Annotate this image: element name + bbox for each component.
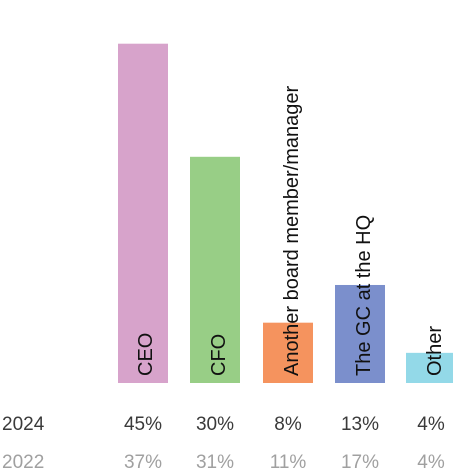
row-label-2022: 2022: [2, 452, 44, 473]
row-label-2024: 2024: [2, 414, 45, 435]
bar-3: [335, 284, 385, 383]
value-label-2024-3: 13%: [341, 414, 379, 435]
value-label-2024-4: 4%: [417, 414, 445, 435]
value-label-2022-3: 17%: [341, 452, 379, 473]
category-labels-group: CEO CFO Another board member/manager The GC…: [135, 86, 446, 376]
value-label-2022-0: 37%: [124, 452, 162, 473]
category-label-4: Other: [424, 326, 446, 376]
bar-1: [190, 156, 240, 383]
value-label-2022-2: 11%: [270, 452, 307, 473]
value-rows-group: 2024 45% 30% 8% 13% 4% 2022 37% 31% 11% 17% 4%: [2, 414, 445, 473]
bar-0: [118, 43, 168, 383]
category-label-2: Another board member/manager: [281, 86, 303, 376]
category-label-3: The GC at the HQ: [353, 215, 375, 376]
category-label-0: CEO: [135, 333, 157, 376]
value-label-2022-4: 4%: [417, 452, 445, 473]
value-label-2024-2: 8%: [274, 414, 302, 435]
bar-4: [406, 352, 453, 383]
bars-group: [118, 43, 453, 383]
value-label-2022-1: 31%: [196, 452, 234, 473]
category-label-1: CFO: [208, 334, 230, 376]
value-label-2024-1: 30%: [196, 414, 234, 435]
bar-2: [263, 322, 313, 383]
value-label-2024-0: 45%: [124, 414, 162, 435]
